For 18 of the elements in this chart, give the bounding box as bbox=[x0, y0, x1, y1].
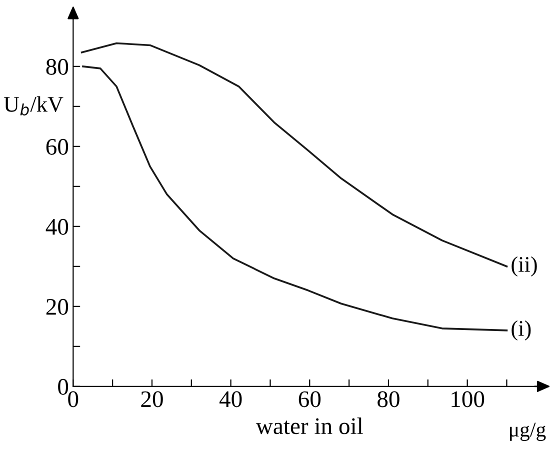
x-axis-title: water in oil bbox=[256, 418, 363, 434]
y-tick-label: 80 bbox=[46, 58, 68, 75]
x-tick-label: 80 bbox=[378, 391, 400, 408]
line-series bbox=[80, 42, 508, 268]
y-tick-label: 0 bbox=[58, 378, 68, 395]
y-tick-label: 20 bbox=[46, 298, 68, 315]
x-tick-label: 40 bbox=[219, 391, 242, 408]
text: μg/g bbox=[510, 422, 546, 441]
series-label: (i) bbox=[512, 320, 531, 340]
x-tick-label: 60 bbox=[298, 391, 321, 408]
y-axis-title: U$_{b}$/kV bbox=[4, 96, 64, 116]
series-label: (ii) bbox=[512, 256, 537, 276]
x-tick-label: 20 bbox=[141, 391, 163, 408]
x-tick-label: 0 bbox=[68, 391, 78, 408]
line-series bbox=[82, 66, 508, 332]
y-tick-label: 60 bbox=[46, 138, 68, 155]
x-tick-label: 100 bbox=[452, 391, 484, 408]
y-tick-label: 40 bbox=[46, 218, 68, 235]
